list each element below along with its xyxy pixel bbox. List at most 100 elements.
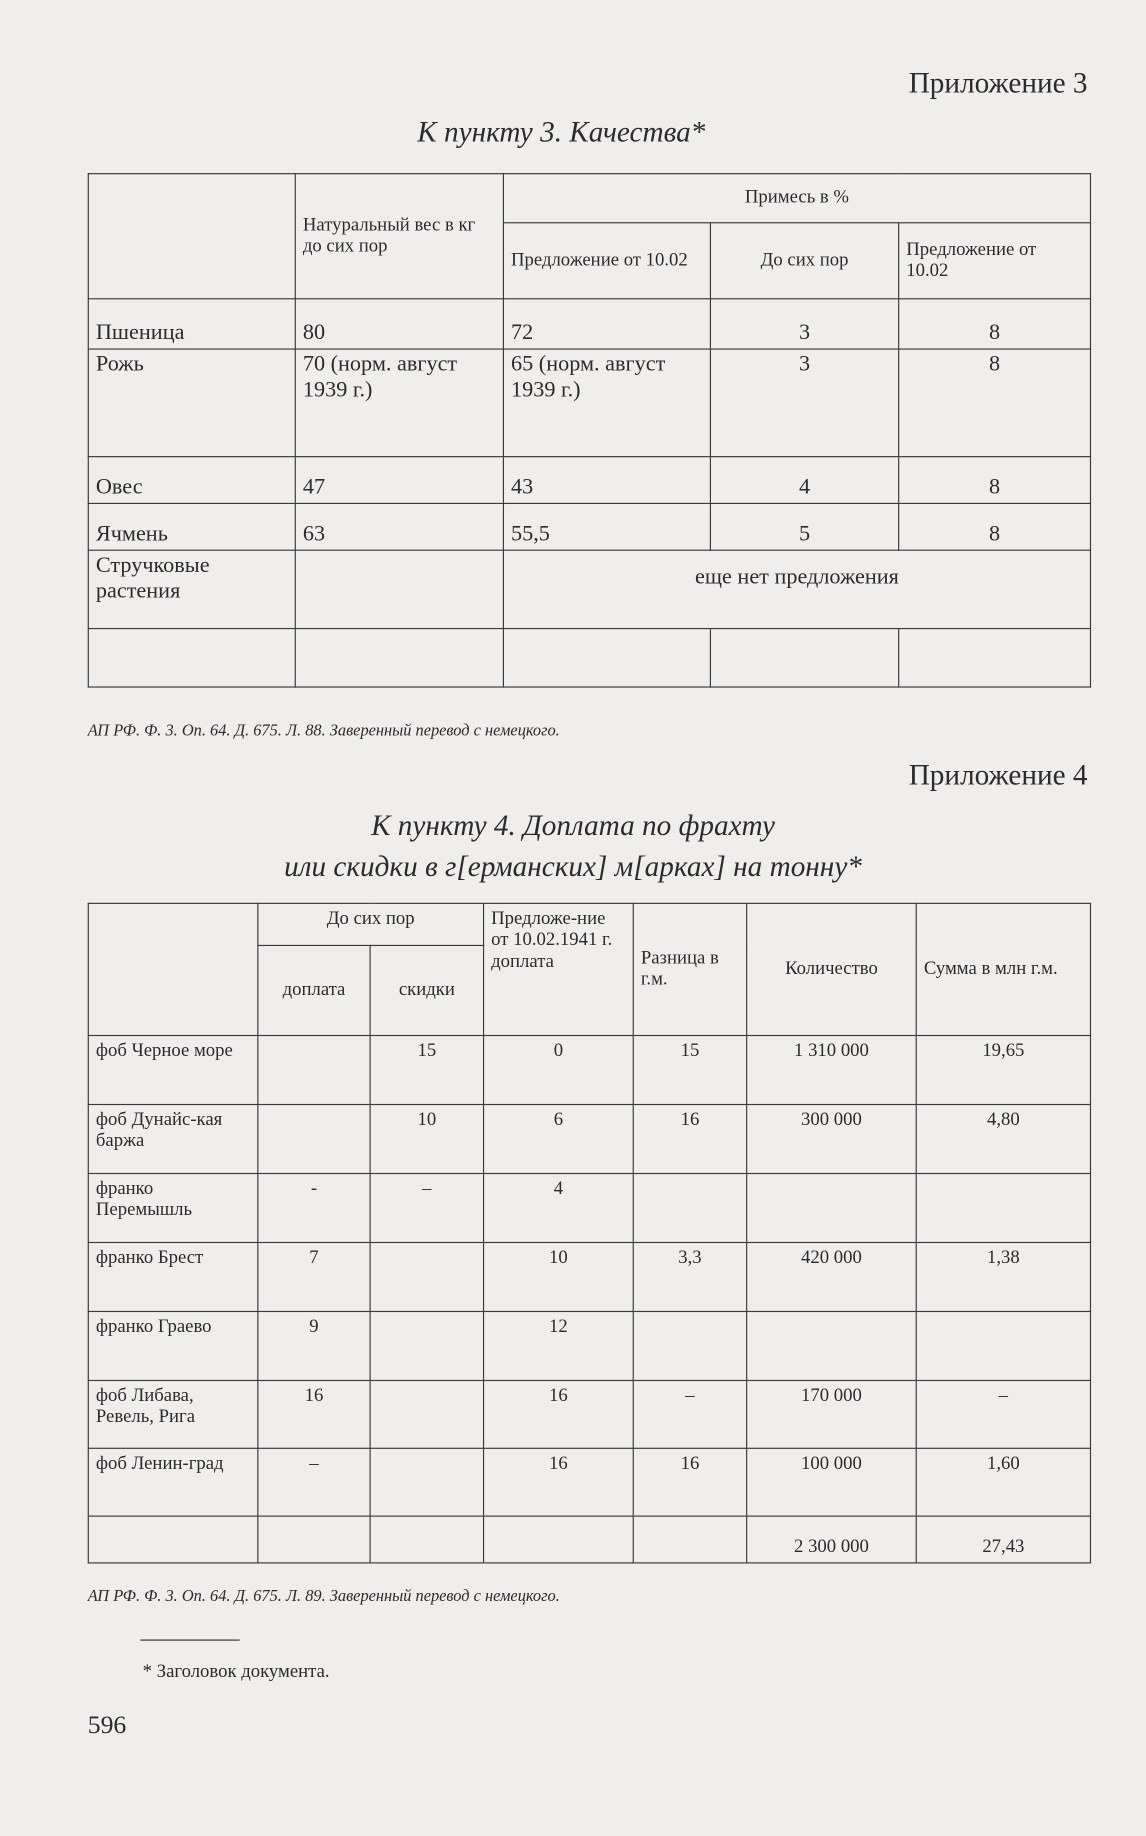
cell: 8 [898,298,1092,350]
table-row: фоб Дунайс-кая баржа 10 6 16 300 000 4,80 [87,1103,1092,1175]
cell: 4,80 [915,1103,1092,1175]
header-proposal-2: Предложение от 10.02 [898,222,1092,300]
cell: 3 [709,348,900,458]
page-number: 596 [87,1709,127,1739]
cell [369,1447,485,1517]
crop-name: Ячмень [87,502,296,551]
cell: 19,65 [915,1034,1092,1106]
cell: 12 [482,1310,634,1382]
location-name: франко Граево [87,1310,259,1382]
cell: 16 [632,1447,748,1517]
header-sofar: До сих пор [257,902,485,947]
cell: 8 [898,456,1092,505]
cell [369,1379,485,1449]
cell [369,1515,485,1564]
cell: 8 [898,348,1092,458]
table-row: 2 300 000 27,43 [87,1515,1092,1564]
cell: – [369,1172,485,1244]
appendix-3-label: Приложение 3 [908,67,1088,100]
cell: – [257,1447,371,1517]
cell: 10 [482,1241,634,1313]
cell: 420 000 [746,1241,917,1313]
crop-name: Пшеница [87,298,296,350]
table-row: Пшеница 80 72 3 8 [87,298,1092,350]
cell: 27,43 [915,1515,1092,1564]
cell: 3,3 [632,1241,748,1313]
cell: 70 (норм. август 1939 г.) [294,348,505,458]
cell [369,1241,485,1313]
cell: 16 [257,1379,371,1449]
table-row-empty [87,627,1092,688]
cell: 43 [502,456,711,505]
cell: - [257,1172,371,1244]
cell: 55,5 [502,502,711,551]
cell: 16 [632,1103,748,1175]
no-proposal-note: еще нет предложения [502,549,1092,630]
cell: 5 [709,502,900,551]
table-row: франко Граево 9 12 [87,1310,1092,1382]
appendix-4-title-line2: или скидки в г[ерманских] м[арках] на то… [284,851,862,883]
location-name: фоб Либава, Ревель, Рига [87,1379,259,1449]
cell: 2 300 000 [746,1515,917,1564]
cell: 15 [632,1034,748,1106]
cell [632,1310,748,1382]
cell [257,1515,371,1564]
header-empty [87,173,296,300]
location-name [87,1515,259,1564]
cell: 47 [294,456,505,505]
header-sum: Сумма в млн г.м. [915,902,1092,1037]
cell: 72 [502,298,711,350]
cell [632,1515,748,1564]
cell: 1,60 [915,1447,1092,1517]
table-row: фоб Ленин-град –16 16 100 000 1,60 [87,1447,1092,1517]
cell: 170 000 [746,1379,917,1449]
cell [257,1034,371,1106]
cell: 65 (норм. август 1939 г.) [502,348,711,458]
cell [369,1310,485,1382]
cell: 9 [257,1310,371,1382]
location-name: фоб Ленин-град [87,1447,259,1517]
footnote: * Заголовок документа. [142,1661,330,1682]
header-sofar: До сих пор [709,222,900,300]
cell [482,1515,634,1564]
location-name: фоб Черное море [87,1034,259,1106]
table-row: фоб Черное море 15 0 15 1 310 000 19,65 [87,1034,1092,1106]
location-name: франко Брест [87,1241,259,1313]
cell: 100 000 [746,1447,917,1517]
cell: 10 [369,1103,485,1175]
cell: 63 [294,502,505,551]
cell: 1 310 000 [746,1034,917,1106]
cell: 16 [482,1379,634,1449]
cell: 1,38 [915,1241,1092,1313]
header-discount: скидки [369,944,485,1037]
cell: 80 [294,298,505,350]
table-row: Рожь 70 (норм. август 1939 г.) 65 (норм.… [87,348,1092,458]
table-row: Ячмень 63 55,5 5 8 [87,502,1092,551]
header-weight: Натуральный вес в кг до сих пор [294,173,505,300]
crop-name: Рожь [87,348,296,458]
header-proposal: Предложе-ние от 10.02.1941 г. доплата [482,902,634,1037]
table-row: Овес 47 43 4 8 [87,456,1092,505]
appendix-4-title-line1: К пункту 4. Доплата по фрахту [371,810,775,842]
footnote-divider [140,1639,240,1641]
header-proposal: Предложение от 10.02 [502,222,711,300]
header-admix: Примесь в % [502,173,1092,224]
cell: 6 [482,1103,634,1175]
source-note-3: АП РФ. Ф. 3. Оп. 64. Д. 675. Л. 88. Заве… [87,722,560,741]
crop-name: Овес [87,456,296,505]
cell: 4 [482,1172,634,1244]
cell: 8 [898,502,1092,551]
cell: 15 [369,1034,485,1106]
cell: 0 [482,1034,634,1106]
cell [915,1172,1092,1244]
cell [915,1310,1092,1382]
crop-name: Стручковые растения [87,549,296,630]
cell: 300 000 [746,1103,917,1175]
cell: 7 [257,1241,371,1313]
location-name: фоб Дунайс-кая баржа [87,1103,259,1175]
cell: 4 [709,456,900,505]
appendix-3-title: К пункту 3. Качества* [417,116,706,149]
appendix-4-label: Приложение 4 [908,760,1088,792]
cell: 3 [709,298,900,350]
